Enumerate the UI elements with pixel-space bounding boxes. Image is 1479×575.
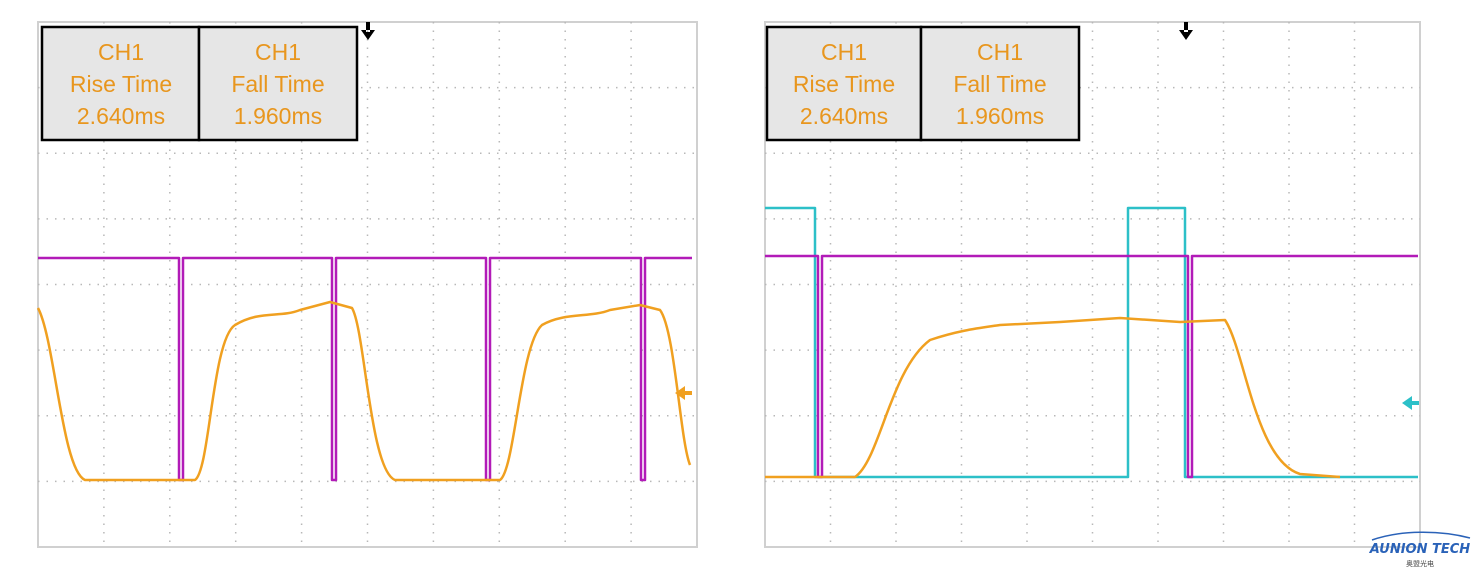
logo: AUNION TECH 奥盟光电	[1369, 531, 1471, 568]
channel-marker	[675, 386, 692, 400]
measurement-box	[765, 25, 923, 142]
trigger-trace	[765, 254, 1418, 479]
measurement-box	[919, 25, 1081, 142]
optical-response-trace	[36, 300, 692, 482]
logo-swoosh	[1371, 531, 1471, 541]
measurement-box	[197, 25, 359, 142]
optical-response-trace	[765, 316, 1341, 479]
measurement-value: 2.640ms	[800, 103, 888, 129]
channel-label: CH1	[98, 39, 144, 65]
logo-name: AUNION TECH	[1369, 542, 1470, 557]
trigger-marker	[1179, 22, 1193, 40]
channel-label: CH1	[977, 39, 1023, 65]
channel-marker	[1402, 396, 1419, 410]
channel-label: CH1	[821, 39, 867, 65]
logo-subtitle: 奥盟光电	[1406, 559, 1434, 568]
measurement-label: Fall Time	[953, 71, 1046, 97]
trigger-marker	[361, 22, 375, 40]
measurement-box	[40, 25, 201, 142]
measurement-value: 1.960ms	[956, 103, 1044, 129]
drive-trace	[765, 206, 1418, 479]
measurement-label: Rise Time	[793, 71, 895, 97]
measurement-label: Rise Time	[70, 71, 172, 97]
measurement-value: 1.960ms	[234, 103, 322, 129]
measurement-value: 2.640ms	[77, 103, 165, 129]
scope-panel: CH1 Rise Time 2.640ms CH1 Fall Time 1.96…	[764, 21, 1421, 548]
scope-panel: CH1 Rise Time 2.640ms CH1 Fall Time 1.96…	[36, 21, 698, 548]
measurement-label: Fall Time	[231, 71, 324, 97]
channel-label: CH1	[255, 39, 301, 65]
